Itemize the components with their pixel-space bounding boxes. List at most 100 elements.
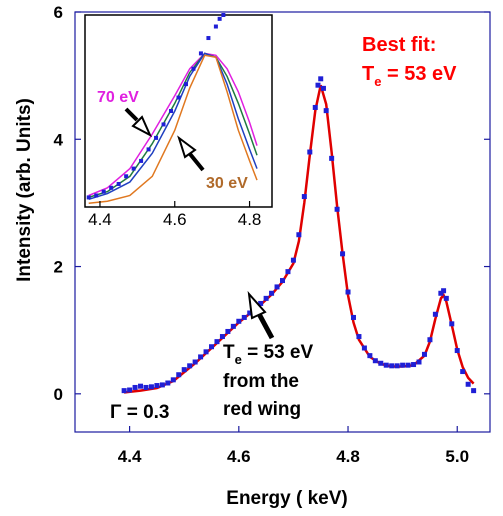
x-axis-title: Energy ( keV) [226, 488, 347, 509]
data-point [301, 194, 307, 200]
data-point [148, 384, 154, 390]
data-point [378, 360, 384, 366]
inset-data-point [176, 95, 181, 100]
gamma-label: Γ = 0.3 [110, 402, 170, 423]
data-point [427, 337, 433, 343]
inset-label-30ev: 30 eV [206, 175, 248, 192]
data-point [132, 384, 138, 390]
data-point [383, 362, 389, 368]
data-point [280, 278, 285, 284]
best-fit-temperature: Te = 53 eV [362, 63, 457, 89]
data-point [225, 328, 231, 334]
data-point [465, 381, 471, 387]
data-point [230, 323, 236, 329]
inset-data-point [146, 147, 151, 152]
wing-line-3: red wing [223, 399, 301, 420]
wing-sub-e: e [235, 352, 242, 367]
data-point [345, 289, 351, 295]
inset-data-point [183, 82, 188, 87]
wing-t: T [223, 342, 235, 363]
inset-data-point [213, 24, 218, 29]
inset-data-point [221, 13, 226, 17]
data-point [219, 334, 225, 340]
inset-data-point [139, 158, 144, 163]
data-point [187, 363, 193, 369]
inset-arrow-30ev-icon [177, 135, 205, 172]
data-point [323, 108, 329, 114]
data-point [421, 351, 427, 357]
main-axes-frame [74, 11, 491, 433]
inset-x-tick-label: 4.6 [163, 210, 187, 229]
data-point [307, 149, 313, 155]
data-point [320, 85, 326, 91]
data-point [258, 300, 264, 306]
data-point [192, 359, 198, 365]
inset-data-point [86, 195, 91, 200]
data-point [361, 345, 367, 351]
inset-data-point [131, 166, 136, 171]
data-point [389, 363, 395, 369]
data-point [127, 387, 133, 393]
data-point [400, 362, 406, 368]
data-point [318, 76, 324, 82]
data-point [209, 344, 215, 350]
data-point [154, 383, 160, 389]
data-point [340, 251, 346, 257]
x-tick-label: 4.6 [227, 447, 251, 466]
data-point [432, 311, 438, 317]
inset-data-point [169, 109, 174, 113]
inset-x-tick-label: 4.4 [88, 210, 112, 229]
inset-data-point [191, 66, 196, 71]
inset-data-point [198, 51, 203, 56]
data-point [329, 155, 335, 161]
data-point [441, 288, 447, 294]
data-point [296, 232, 302, 238]
data-point [394, 363, 400, 369]
inset-data-point [217, 16, 222, 21]
main-data [121, 76, 477, 394]
data-point [143, 384, 149, 390]
data-point [443, 295, 449, 301]
data-point [241, 314, 247, 320]
data-point [247, 310, 253, 316]
data-point [165, 380, 171, 386]
y-tick-label: 4 [54, 130, 64, 149]
best-fit-sub-e: e [374, 74, 381, 89]
inset-arrow-70ev-icon [124, 107, 153, 138]
best-fit-t: T [362, 63, 374, 85]
data-point [416, 359, 422, 365]
data-point [350, 314, 356, 320]
wing-arrow-icon [247, 290, 275, 340]
y-tick-label: 6 [54, 3, 63, 22]
data-point [356, 334, 362, 340]
data-point [411, 362, 417, 368]
data-point [263, 295, 269, 301]
y-axis-title: Intensity (arb. Units) [14, 98, 35, 282]
inset-data-point [161, 122, 166, 127]
data-point [181, 367, 187, 373]
inset-curve [88, 54, 258, 204]
inset-data-point [109, 185, 114, 190]
data-point [203, 349, 209, 355]
inset-label-70ev: 70 eV [97, 89, 139, 106]
data-point [449, 321, 455, 327]
data-point [170, 377, 176, 383]
data-point [236, 318, 242, 324]
data-point [334, 206, 340, 212]
inset-data-point [206, 36, 211, 41]
inset-data-point [101, 189, 106, 194]
data-point [471, 388, 477, 394]
data-point [405, 362, 411, 368]
wing-line-2: from the [223, 371, 299, 392]
inset-curve [88, 52, 258, 201]
data-point [285, 269, 291, 275]
y-tick-label: 2 [54, 258, 63, 277]
x-tick-label: 4.4 [118, 447, 142, 466]
wing-value: = 53 eV [242, 342, 314, 363]
best-fit-value: = 53 eV [381, 63, 457, 85]
x-tick-label: 4.8 [336, 447, 360, 466]
data-point [460, 369, 466, 375]
data-point [176, 372, 182, 378]
data-point [372, 358, 378, 364]
